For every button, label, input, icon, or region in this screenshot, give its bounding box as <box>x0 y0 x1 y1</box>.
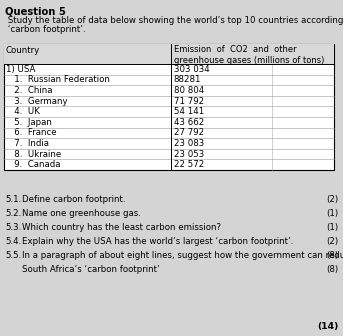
Text: 303 034: 303 034 <box>174 65 209 74</box>
Text: 1) USA: 1) USA <box>6 65 35 74</box>
Text: 5.  Japan: 5. Japan <box>6 118 52 127</box>
Text: Which country has the least carbon emission?: Which country has the least carbon emiss… <box>22 223 221 232</box>
Text: 2.  China: 2. China <box>6 86 52 95</box>
Text: (2): (2) <box>326 195 338 204</box>
Text: Study the table of data below showing the world’s top 10 countries according to : Study the table of data below showing th… <box>5 16 343 25</box>
Text: 22 572: 22 572 <box>174 160 204 169</box>
Text: 9.  Canada: 9. Canada <box>6 160 60 169</box>
Text: Define carbon footprint.: Define carbon footprint. <box>22 195 126 204</box>
Text: Question 5: Question 5 <box>5 6 66 16</box>
Text: 88281: 88281 <box>174 75 201 84</box>
Text: 5.1.: 5.1. <box>5 195 21 204</box>
Text: Emission  of  CO2  and  other
greenhouse gases (millions of tons): Emission of CO2 and other greenhouse gas… <box>174 45 324 66</box>
Text: In a paragraph of about eight lines, suggest how the government can reduce: In a paragraph of about eight lines, sug… <box>22 251 343 260</box>
Text: 43 662: 43 662 <box>174 118 204 127</box>
Text: (14): (14) <box>317 322 338 331</box>
Text: 1.  Russian Federation: 1. Russian Federation <box>6 75 110 84</box>
Text: Country: Country <box>6 46 40 55</box>
Text: (1): (1) <box>326 223 338 232</box>
Text: 8.  Ukraine: 8. Ukraine <box>6 150 61 159</box>
Text: 6.  France: 6. France <box>6 128 57 137</box>
Text: Explain why the USA has the world’s largest ‘carbon footprint’.: Explain why the USA has the world’s larg… <box>22 237 293 246</box>
Text: Name one greenhouse gas.: Name one greenhouse gas. <box>22 209 141 218</box>
Text: (8): (8) <box>326 251 338 260</box>
Text: 5.2.: 5.2. <box>5 209 21 218</box>
Text: South Africa’s ‘carbon footprint’: South Africa’s ‘carbon footprint’ <box>22 265 160 274</box>
Text: 27 792: 27 792 <box>174 128 204 137</box>
Bar <box>4 44 334 64</box>
Text: (1): (1) <box>326 209 338 218</box>
Text: 3.  Germany: 3. Germany <box>6 97 68 106</box>
Text: 5.3.: 5.3. <box>5 223 21 232</box>
Text: 80 804: 80 804 <box>174 86 204 95</box>
Text: ‘carbon footprint’.: ‘carbon footprint’. <box>5 25 86 34</box>
Text: 71 792: 71 792 <box>174 97 204 106</box>
Text: 5.5.: 5.5. <box>5 251 21 260</box>
Text: (8): (8) <box>326 265 338 274</box>
Text: 54 141: 54 141 <box>174 107 204 116</box>
Text: 7.  India: 7. India <box>6 139 49 148</box>
Text: (2): (2) <box>326 237 338 246</box>
Text: 5.4.: 5.4. <box>5 237 21 246</box>
Bar <box>4 44 334 170</box>
Text: 23 053: 23 053 <box>174 150 204 159</box>
Text: 23 083: 23 083 <box>174 139 204 148</box>
Text: 4.  UK: 4. UK <box>6 107 40 116</box>
